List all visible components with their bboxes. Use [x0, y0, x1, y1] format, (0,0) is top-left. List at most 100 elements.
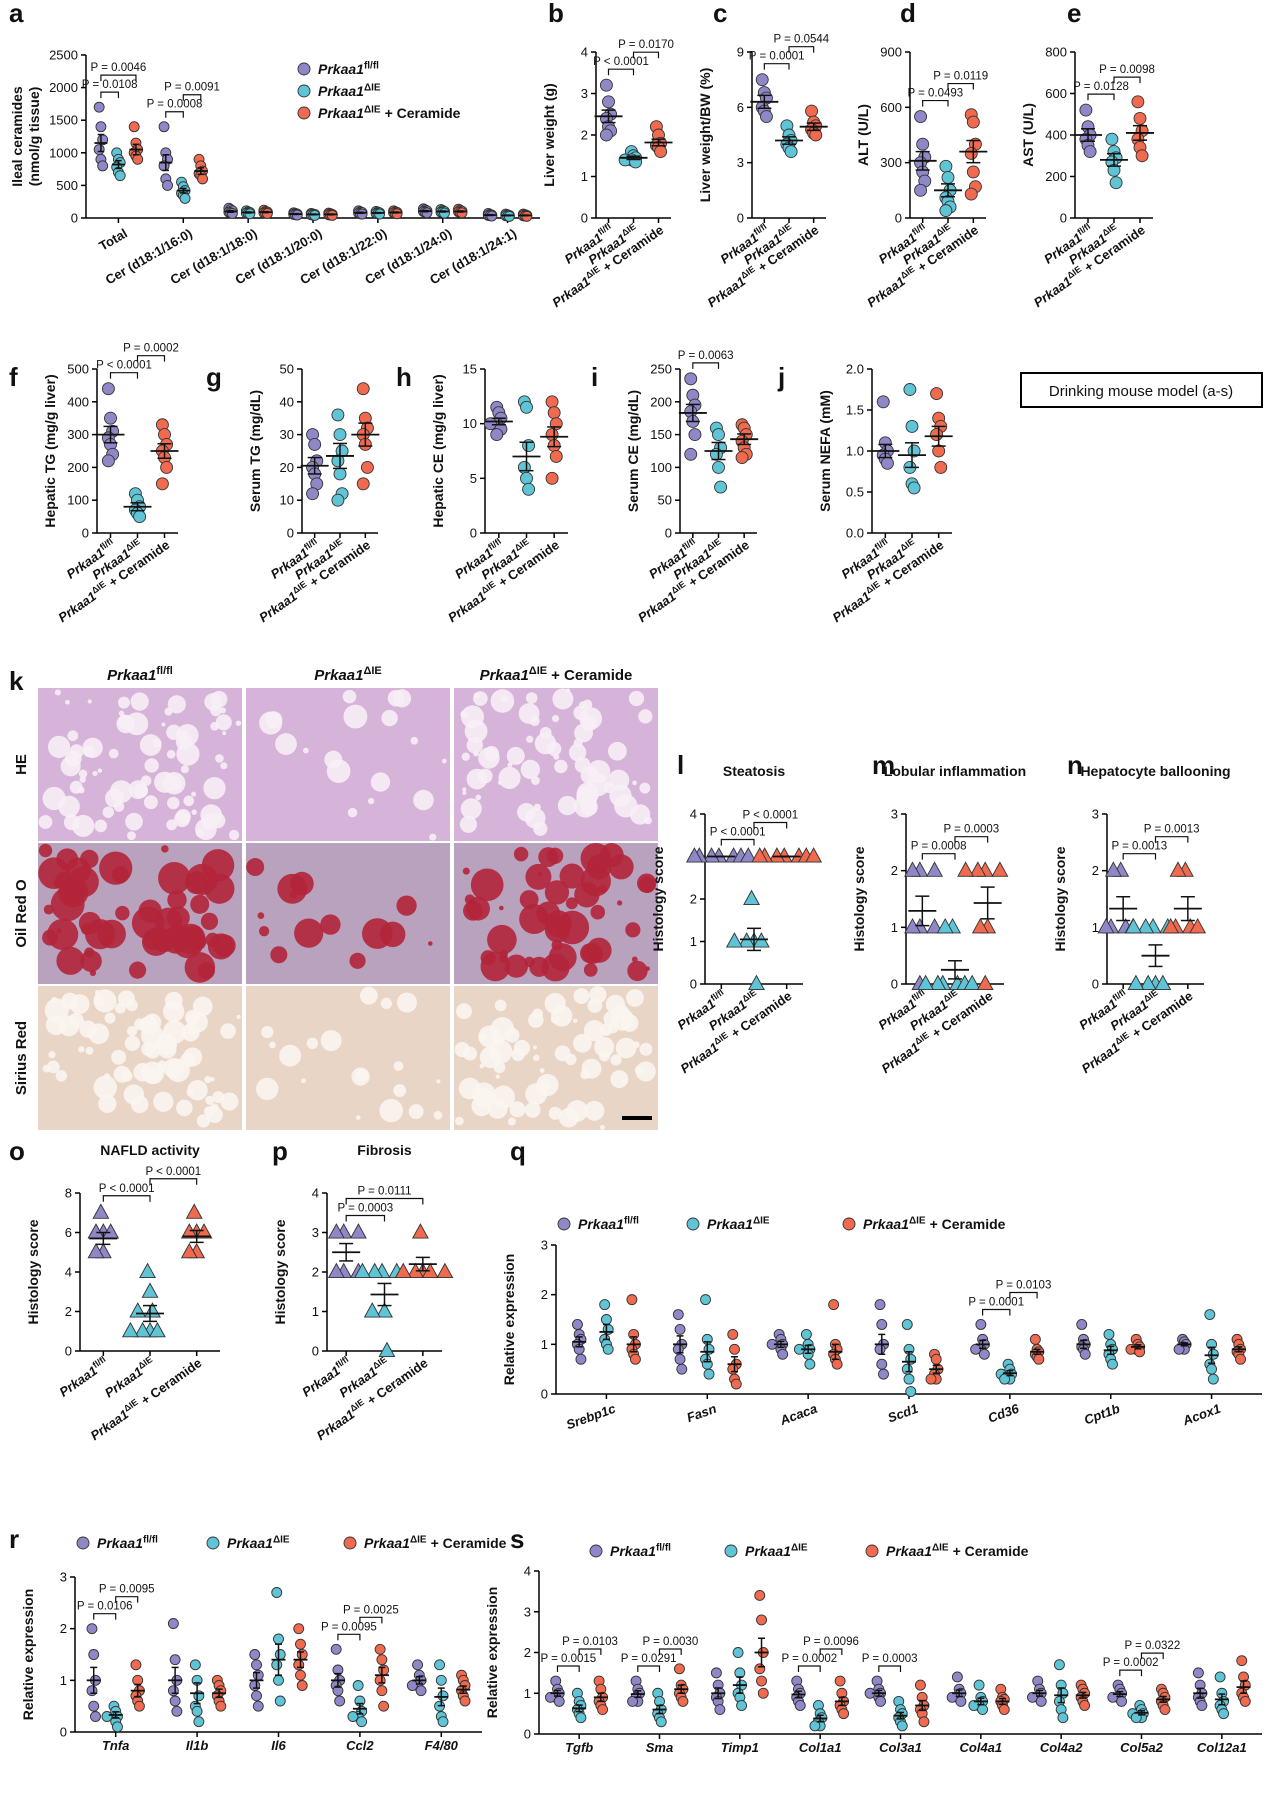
panel-letter: m — [872, 750, 895, 780]
data-point — [545, 1691, 556, 1703]
y-tick-label: 2 — [60, 1621, 67, 1636]
data-point — [700, 1294, 711, 1306]
panel-title: Lobular inflammation — [884, 763, 1026, 779]
histology-texture — [167, 695, 186, 714]
data-point — [391, 208, 403, 220]
panel-letter: j — [777, 362, 785, 392]
y-tick-label: 400 — [1045, 128, 1067, 143]
histology-texture — [93, 989, 117, 1013]
data-point — [295, 1638, 306, 1650]
y-tick-label: 0 — [891, 977, 898, 992]
error-bar — [656, 1704, 663, 1715]
histology-texture — [213, 934, 236, 957]
data-point — [955, 1695, 967, 1707]
data-point — [602, 95, 615, 109]
data-point — [1079, 103, 1093, 117]
y-tick-label: 50 — [280, 362, 294, 377]
histology-texture — [554, 759, 568, 774]
error-bar — [915, 895, 930, 927]
error-bar — [292, 212, 299, 216]
data-point — [1076, 1319, 1088, 1330]
data-point — [160, 460, 174, 474]
group-name: Prkaa1 — [879, 1039, 923, 1076]
histology-texture — [67, 730, 79, 742]
y-tick-label: 0 — [541, 1387, 548, 1402]
histology-texture — [462, 867, 470, 875]
x-tick-label: Ccl2 — [346, 1738, 374, 1753]
data-point — [545, 428, 559, 442]
y-axis-label: Liver weight/BW (%) — [697, 68, 713, 203]
histology-texture — [58, 1015, 80, 1037]
histology-texture — [610, 1054, 622, 1066]
data-point — [101, 454, 115, 468]
error-bar — [831, 1343, 839, 1360]
panel-letter: a — [9, 0, 24, 28]
data-point — [999, 1373, 1011, 1385]
data-point — [754, 1589, 766, 1601]
p-value-bracket — [345, 1197, 424, 1205]
histology-texture — [141, 1061, 165, 1085]
y-tick-label: 50 — [658, 493, 672, 508]
data-point — [356, 382, 370, 396]
p-value-bracket — [788, 46, 815, 53]
data-point — [251, 1659, 262, 1671]
p-value-label: P = 0.0003 — [337, 1203, 393, 1215]
data-point — [1057, 1712, 1069, 1724]
histology-texture — [413, 789, 434, 811]
group-superscript: ΔIE — [410, 1534, 427, 1545]
error-bar — [374, 211, 382, 215]
group-name: Prkaa1 — [107, 667, 156, 684]
histology-texture — [487, 924, 517, 955]
p-value-label: P = 0.0119 — [933, 71, 988, 83]
data-point — [394, 1262, 412, 1279]
histology-texture — [525, 692, 538, 704]
error-bar — [339, 1242, 354, 1262]
histology-texture — [396, 895, 417, 916]
data-point — [421, 207, 433, 219]
y-axis-label: Histology score — [851, 846, 867, 951]
data-point — [874, 1343, 886, 1355]
error-bar — [392, 211, 399, 214]
data-point — [951, 1671, 963, 1683]
error-bar — [782, 136, 796, 145]
data-point — [374, 208, 386, 220]
histology-texture — [79, 1020, 97, 1038]
error-bar — [714, 1687, 722, 1700]
data-point — [1162, 917, 1180, 934]
histology-texture — [498, 766, 521, 789]
histology-texture — [381, 709, 398, 727]
data-point — [271, 1587, 283, 1598]
p-value-label: P = 0.0108 — [82, 79, 138, 91]
error-bar — [999, 1697, 1007, 1706]
y-tick-label: 0 — [665, 526, 672, 541]
error-bar — [677, 1684, 685, 1694]
y-tick-label: 200 — [67, 460, 89, 475]
histology-texture — [491, 1085, 516, 1109]
error-bar — [439, 210, 446, 213]
histology-texture — [220, 762, 228, 770]
data-point — [366, 1262, 384, 1279]
y-tick-label: 250 — [650, 362, 672, 377]
data-point — [130, 1659, 142, 1671]
error-bar — [1138, 1710, 1145, 1716]
data-point — [1189, 917, 1207, 934]
group-name: Prkaa1 — [705, 273, 749, 310]
data-point — [1083, 145, 1097, 159]
histology-texture — [379, 1098, 403, 1123]
error-bar — [980, 886, 995, 920]
data-point — [261, 207, 273, 219]
y-axis-label: Relative expression — [484, 1587, 500, 1719]
error-bar — [757, 94, 772, 110]
note-box — [1020, 372, 1263, 408]
y-tick-label: 3 — [737, 155, 744, 170]
p-value-bracket — [337, 1633, 361, 1641]
data-point — [599, 1299, 611, 1311]
histology-texture — [192, 996, 213, 1017]
histology-texture — [38, 815, 53, 829]
histology-texture — [544, 992, 566, 1015]
error-bar — [932, 1364, 940, 1374]
data-point — [553, 1695, 565, 1707]
error-bar — [731, 1356, 739, 1373]
error-bar — [630, 1336, 638, 1353]
data-point — [522, 439, 536, 452]
